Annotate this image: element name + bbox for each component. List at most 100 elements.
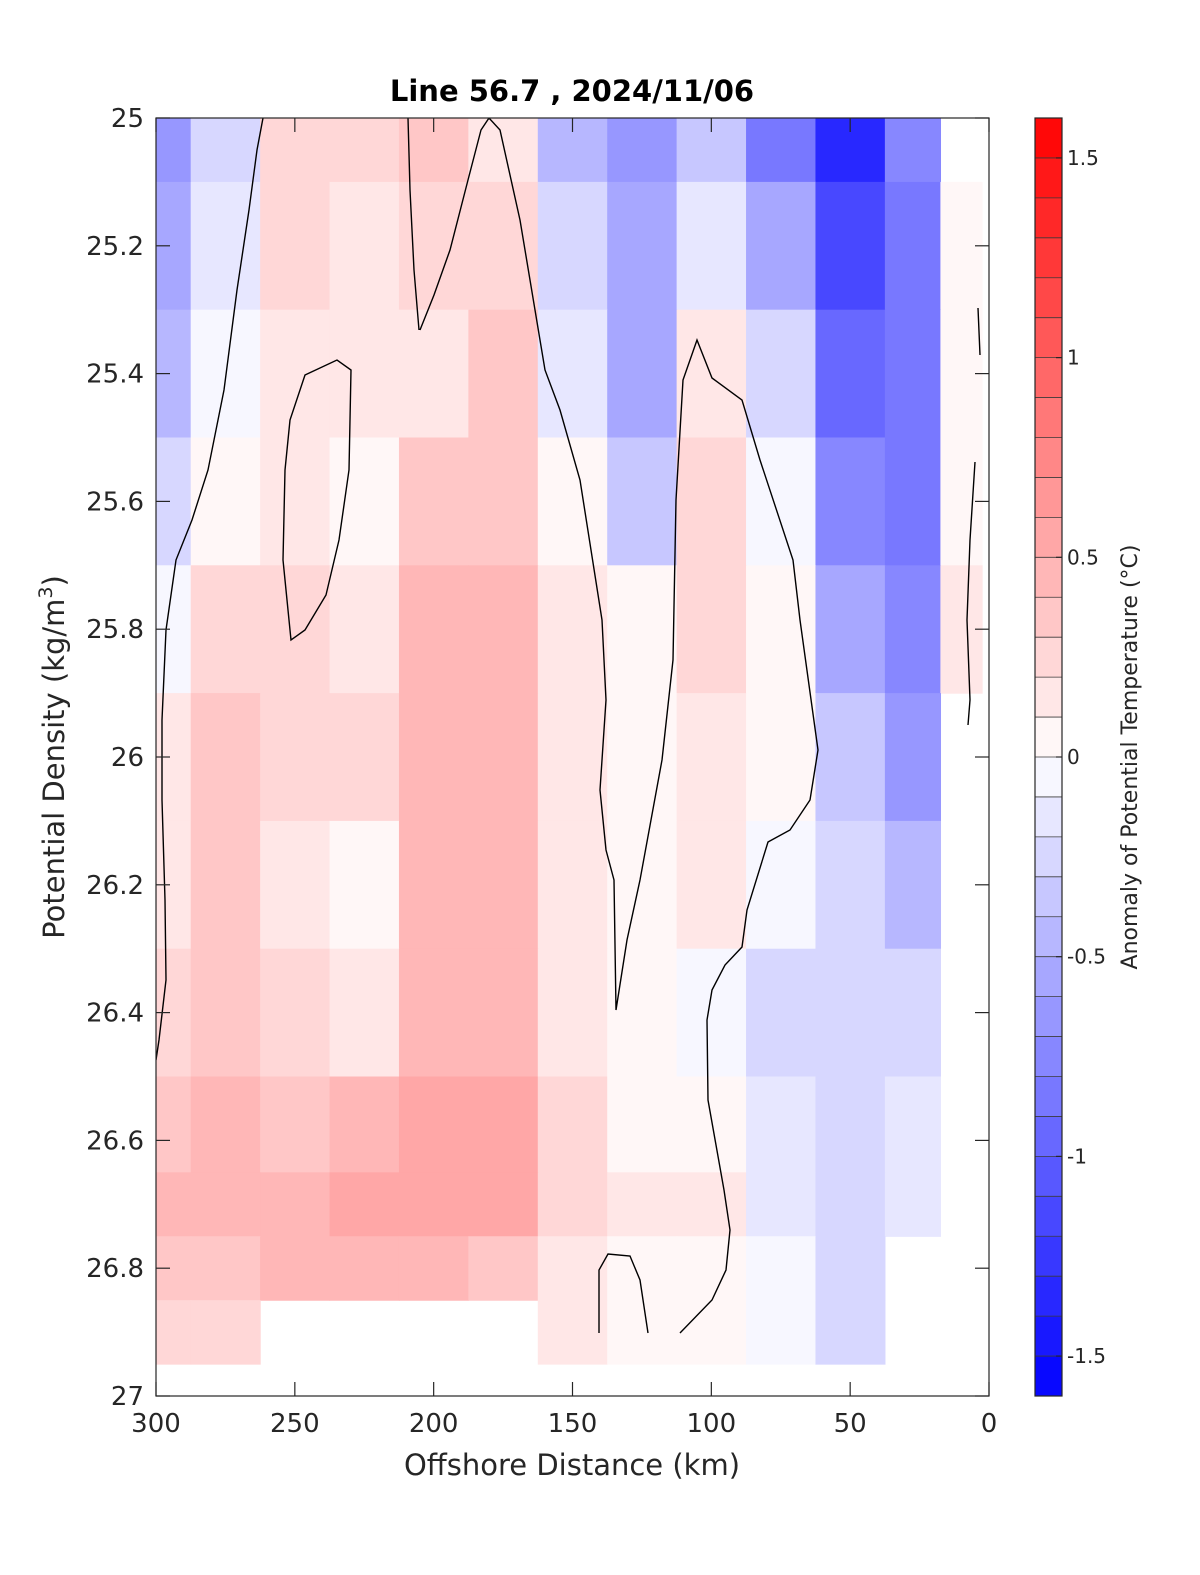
heatmap-cell [468, 309, 539, 439]
heatmap-cell [815, 309, 886, 439]
heatmap-cell [329, 948, 400, 1078]
heatmap-cell [329, 309, 400, 439]
colorbar-tick-label: 1 [1067, 346, 1080, 370]
y-tick-label: 25 [111, 104, 144, 134]
chart-title: Line 56.7 , 2024/11/06 [390, 74, 754, 108]
heatmap-cell [468, 181, 539, 311]
heatmap-cell [676, 1076, 747, 1173]
heatmap-cell [468, 118, 539, 183]
heatmap-cell [676, 948, 747, 1078]
y-axis-label-main: Potential Density (kg/m [37, 599, 71, 939]
heatmap-cell [607, 437, 678, 566]
heatmap-cell [884, 181, 942, 311]
heatmap-cell [607, 1172, 678, 1237]
colorbar-swatch [1035, 996, 1062, 1038]
heatmap-cell [607, 693, 678, 822]
x-axis-label: Offshore Distance (km) [404, 1448, 740, 1482]
colorbar-swatch [1035, 1316, 1062, 1357]
colorbar-tick-label: -1.5 [1067, 1344, 1106, 1368]
x-tick-label: 100 [687, 1409, 737, 1439]
y-tick-label: 26.6 [86, 1126, 144, 1156]
heatmap-cell [676, 1236, 747, 1301]
colorbar-swatch [1035, 1076, 1062, 1117]
heatmap-cell [468, 437, 539, 566]
heatmap-cell [746, 565, 817, 694]
heatmap-cell [884, 948, 942, 1078]
heatmap-cell [746, 1236, 817, 1301]
colorbar-swatch [1035, 836, 1062, 878]
heatmap-cell [398, 181, 469, 311]
colorbar-swatch [1035, 157, 1062, 199]
heatmap-cell [537, 437, 608, 566]
heatmap-cell [884, 1172, 942, 1237]
heatmap-cell [329, 820, 400, 950]
colorbar-tick-label: 1.5 [1067, 146, 1099, 170]
heatmap-cell [398, 1236, 469, 1301]
heatmap-cell [329, 181, 400, 311]
heatmap-cell [190, 1172, 261, 1237]
x-tick-label: 200 [409, 1409, 459, 1439]
colorbar-swatch [1035, 1276, 1062, 1317]
heatmap-cell [676, 309, 747, 439]
heatmap-cell [815, 1300, 886, 1365]
heatmap-cell [468, 1172, 539, 1237]
heatmap-cell [815, 820, 886, 950]
y-axis-label: Potential Density (kg/m3) [35, 575, 71, 939]
y-tick-label: 25.2 [86, 232, 144, 262]
colorbar-swatch [1035, 477, 1062, 518]
heatmap-cell [468, 693, 539, 822]
heatmap-cell [815, 1076, 886, 1173]
heatmap-cell [607, 1076, 678, 1173]
colorbar-tick-label: -0.5 [1067, 945, 1106, 969]
heatmap-cell [398, 693, 469, 822]
heatmap-cell [815, 437, 886, 566]
heatmap-cell [676, 1300, 747, 1365]
y-tick-label: 26.4 [86, 999, 144, 1029]
x-tick-label: 150 [548, 1409, 598, 1439]
heatmap-cell [190, 181, 261, 311]
y-axis-label-sup: 3 [35, 586, 57, 598]
heatmap-cell [398, 1076, 469, 1173]
colorbar-swatch [1035, 637, 1062, 678]
heatmap-cell [329, 437, 400, 566]
zero-contour-bottom-loop [598, 1253, 649, 1334]
x-axis: 300 250 200 150 100 50 0 [131, 118, 997, 1439]
heatmap-cell [468, 1236, 539, 1301]
heatmap-cell [537, 309, 608, 439]
colorbar-swatch [1035, 1036, 1062, 1077]
heatmap-cell [260, 309, 331, 439]
colorbar-swatch [1035, 757, 1062, 798]
heatmap-cell [815, 948, 886, 1078]
heatmap-cell [190, 948, 261, 1078]
heatmap-cell [884, 693, 942, 822]
heatmap-cell [537, 1300, 608, 1365]
y-tick-label: 25.6 [86, 487, 144, 517]
y-tick-label: 26.2 [86, 871, 144, 901]
heatmap-cell [190, 437, 261, 566]
heatmap-cell [329, 1172, 400, 1237]
zero-contours [156, 118, 981, 1334]
heatmap-cell [746, 118, 817, 183]
heatmap-cell [156, 1300, 192, 1365]
colorbar-swatch [1035, 916, 1062, 958]
heatmap-cell [537, 1076, 608, 1173]
colorbar-label: Anomaly of Potential Temperature (°C) [1118, 545, 1143, 970]
colorbar-swatch [1035, 597, 1062, 638]
heatmap-cell [329, 693, 400, 822]
zero-contour-offshore [156, 118, 264, 1061]
x-tick-label: 0 [981, 1409, 998, 1439]
heatmap-cell [398, 565, 469, 694]
heatmap-cell [468, 1076, 539, 1173]
y-tick-label: 26.8 [86, 1254, 144, 1284]
colorbar-swatch [1035, 317, 1062, 359]
heatmap-cell [468, 948, 539, 1078]
heatmap-cell [815, 181, 886, 311]
heatmap-cell [260, 181, 331, 311]
x-tick-label: 250 [270, 1409, 320, 1439]
y-tick-label: 25.8 [86, 615, 144, 645]
heatmap-cell [746, 693, 817, 822]
colorbar-tick-label: 0 [1067, 745, 1080, 769]
colorbar-swatch [1035, 557, 1062, 598]
heatmap-cell [746, 820, 817, 950]
heatmap-cell [156, 118, 192, 183]
